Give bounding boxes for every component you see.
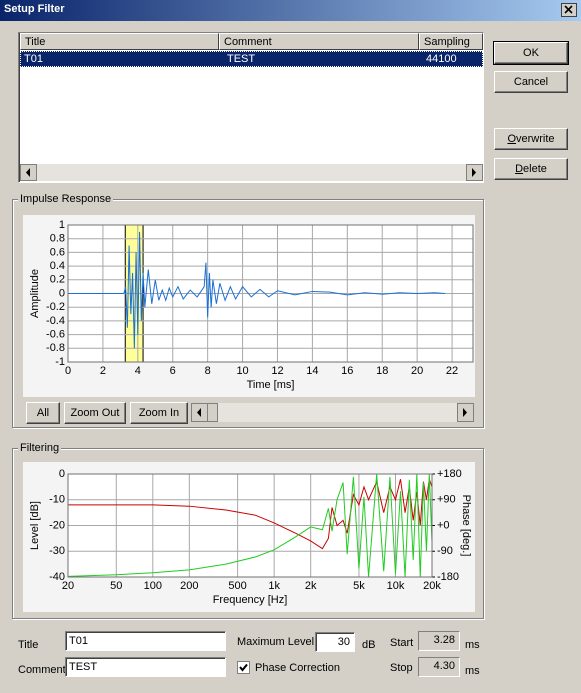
max-level-input[interactable]: 30 <box>315 632 355 652</box>
cell: 44100 <box>426 53 457 65</box>
x-tick-label: 2 <box>100 365 106 377</box>
h-scrollbar[interactable] <box>20 164 483 181</box>
x-tick-label: 4 <box>135 365 141 377</box>
x-tick-label: 10 <box>236 365 248 377</box>
label: Overwrite <box>507 133 555 145</box>
label: Delete <box>515 163 547 175</box>
comment-label: Comment <box>18 664 66 676</box>
filtering-chart: 20 50 100 200 500 1k 2k 5k 10k 20k 0 -10 -20 -30 -40 +1… <box>23 462 475 612</box>
y-tick-label: -0.2 <box>46 301 65 313</box>
x-axis-label: Time [ms] <box>247 379 295 391</box>
x-tick-label: 14 <box>306 365 318 377</box>
y2-tick-label: -90 <box>437 545 453 557</box>
start-field: 3.28 <box>418 631 460 651</box>
y-tick-label: -0.4 <box>46 315 65 327</box>
x-tick-label: 18 <box>376 365 388 377</box>
check-mark <box>239 663 248 672</box>
x-tick-label: 2k <box>305 580 317 592</box>
x-tick-label: 50 <box>110 580 122 592</box>
y-axis-label: Level [dB] <box>29 501 41 550</box>
x-tick-label: 20 <box>62 580 74 592</box>
y-tick-label: 0.8 <box>50 233 65 245</box>
plot-border <box>67 473 433 578</box>
series-line <box>68 231 446 349</box>
stop-field: 4.30 <box>418 657 460 677</box>
title-bar: Setup Filter <box>0 0 581 21</box>
column-header[interactable]: Sampling <box>419 33 483 50</box>
y2-tick-label: -180 <box>437 571 459 583</box>
x-tick-label: 8 <box>205 365 211 377</box>
x-tick-label: 0 <box>65 365 71 377</box>
x-tick-label: 100 <box>144 580 162 592</box>
y-tick-label: 0.2 <box>50 274 65 286</box>
y-tick-label: -0.8 <box>46 342 65 354</box>
x-tick-label: 200 <box>180 580 198 592</box>
close-button[interactable] <box>561 3 577 17</box>
title-label: Title <box>18 639 39 651</box>
y-tick-label: 1 <box>59 219 65 231</box>
x-tick-label: 20k <box>423 580 441 592</box>
y-tick-label: 0.6 <box>50 246 65 258</box>
x-tick-label: 5k <box>353 580 365 592</box>
plot-border <box>67 224 474 363</box>
checkbox-label: Phase Correction <box>255 662 340 674</box>
y-tick-label: -0.6 <box>46 329 65 341</box>
x-tick-label: 20 <box>411 365 423 377</box>
x-tick-label: 16 <box>341 365 353 377</box>
list-row[interactable]: T01 TEST 44100 <box>20 51 483 67</box>
column-header[interactable]: Comment <box>219 33 419 50</box>
impulse-group <box>12 199 484 428</box>
y-tick-label: 0 <box>59 287 65 299</box>
scroll-arrows <box>20 164 483 181</box>
y-tick-label: 0 <box>59 468 65 480</box>
x-tick-label: 22 <box>446 365 458 377</box>
y-tick-label: -20 <box>49 519 65 531</box>
phase-correction-checkbox[interactable] <box>237 661 250 674</box>
time-scrollbar[interactable] <box>191 403 474 422</box>
overwrite-button[interactable]: Overwrite <box>494 128 568 150</box>
y-tick-label: -30 <box>49 545 65 557</box>
zoom-out-button[interactable]: Zoom Out <box>64 402 126 424</box>
filter-list: Title Comment Sampling T01 TEST 44100 <box>18 32 484 183</box>
max-level-label: Maximum Level <box>237 636 315 648</box>
window-title: Setup Filter <box>4 3 65 15</box>
start-label: Start <box>390 637 414 649</box>
delete-button[interactable]: Delete <box>494 158 568 180</box>
x-tick-label: 6 <box>170 365 176 377</box>
y-axis-label: Amplitude <box>29 269 41 318</box>
series-line <box>67 473 433 578</box>
x-tick-label: 12 <box>271 365 283 377</box>
scroll-arrows <box>191 403 474 422</box>
column-header[interactable]: Title <box>20 33 219 50</box>
ok-button[interactable]: OK <box>493 41 569 65</box>
zoom-in-button[interactable]: Zoom In <box>130 402 188 424</box>
stop-label: Stop <box>390 662 413 674</box>
y2-tick-label: +180 <box>437 468 462 480</box>
y-tick-label: -10 <box>49 494 65 506</box>
title-input[interactable]: T01 <box>65 631 226 651</box>
x-tick-label: 10k <box>387 580 405 592</box>
group-label: Impulse Response <box>18 193 114 205</box>
comment-input[interactable]: TEST <box>65 657 226 677</box>
filtering-group <box>12 448 484 619</box>
y-tick-label: -40 <box>49 571 65 583</box>
group-label: Filtering <box>18 442 62 454</box>
y-tick-label: -1 <box>55 356 65 368</box>
y2-axis-label: Phase [deg.] <box>460 495 472 557</box>
all-button[interactable]: All <box>26 402 60 424</box>
y-tick-label: 0.4 <box>50 260 65 272</box>
unit: ms <box>465 665 480 677</box>
x-axis-label: Frequency [Hz] <box>213 594 288 606</box>
x-tick-label: 500 <box>228 580 246 592</box>
x-tick-label: 1k <box>268 580 280 592</box>
y2-tick-label: +90 <box>437 494 456 506</box>
unit: ms <box>465 639 480 651</box>
cell: T01 <box>24 53 43 65</box>
cancel-button[interactable]: Cancel <box>494 71 568 93</box>
cell: TEST <box>227 53 256 65</box>
y2-tick-label: +0 <box>437 519 450 531</box>
unit: dB <box>362 639 376 651</box>
impulse-chart: 0 2 4 6 8 10 12 14 16 18 20 22-1-0.8-0.6-0.4-0.200.… <box>23 215 475 397</box>
